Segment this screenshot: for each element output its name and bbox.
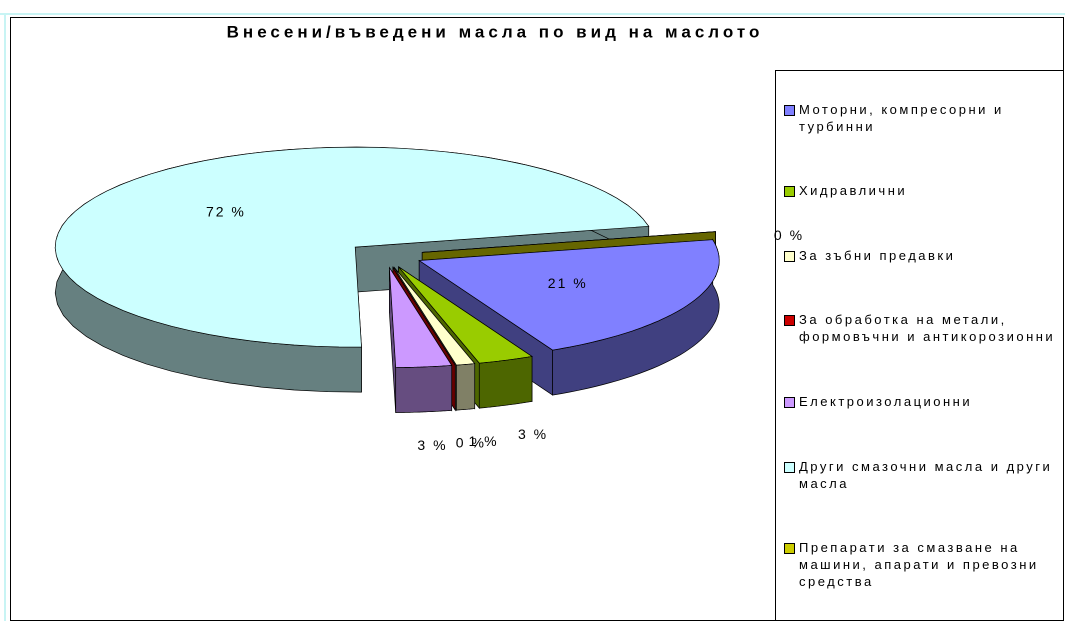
legend-swatch [784, 104, 795, 116]
legend-label: За обработка на метали, формовъчни и ант… [799, 312, 1056, 345]
legend-label: За зъбни предавки [799, 247, 956, 263]
legend-label: Електроизолационни [799, 394, 973, 410]
legend-swatch [784, 543, 795, 555]
data-label: 21 % [548, 275, 588, 291]
data-label: 3 % [417, 437, 447, 453]
data-label: 72 % [206, 204, 246, 220]
legend-box [775, 70, 1064, 621]
legend: Моторни, компресорни и турбинни Хидравлич… [776, 71, 1062, 620]
legend-item: Моторни, компресорни и турбинни [776, 101, 1062, 135]
legend-label: Препарати за смазване на машини, апарати… [799, 540, 1039, 590]
legend-item: За обработка на метали, формовъчни и ант… [776, 311, 1062, 345]
data-label: 1 % [468, 433, 498, 449]
legend-swatch [784, 186, 795, 198]
legend-swatch [784, 250, 795, 262]
legend-label: Хидравлични [799, 183, 908, 199]
slice [398, 266, 533, 364]
legend-swatch [784, 315, 795, 327]
chart-title: Внесени/въведени масла по вид на маслото [227, 22, 764, 41]
legend-label: Моторни, компресорни и турбинни [799, 101, 1004, 134]
data-label: 3 % [518, 426, 548, 442]
legend-item: Електроизолационни [776, 393, 1062, 410]
slice [392, 267, 456, 366]
legend-swatch [784, 397, 795, 409]
slice [389, 267, 453, 368]
legend-item: Препарати за смазване на машини, апарати… [776, 539, 1062, 590]
pie-tops [54, 146, 720, 368]
slice [418, 239, 720, 351]
legend-item: Хидравлични [776, 182, 1062, 199]
legend-item: За зъбни предавки [776, 247, 1062, 264]
slice-side [456, 363, 476, 411]
pie-labels: 21 %3 %1 %0 %3 %72 %0 % [206, 204, 804, 453]
slice [393, 267, 476, 366]
legend-label: Други смазочни масла и други масла [799, 458, 1053, 491]
data-label: 0 % [774, 227, 804, 243]
data-label: 0 % [456, 434, 486, 450]
slice-side [395, 365, 453, 413]
slice [54, 146, 650, 348]
slice [422, 231, 716, 253]
legend-item: Други смазочни масла и други масла [776, 458, 1062, 492]
slice-side [478, 355, 533, 409]
legend-swatch [784, 461, 795, 473]
